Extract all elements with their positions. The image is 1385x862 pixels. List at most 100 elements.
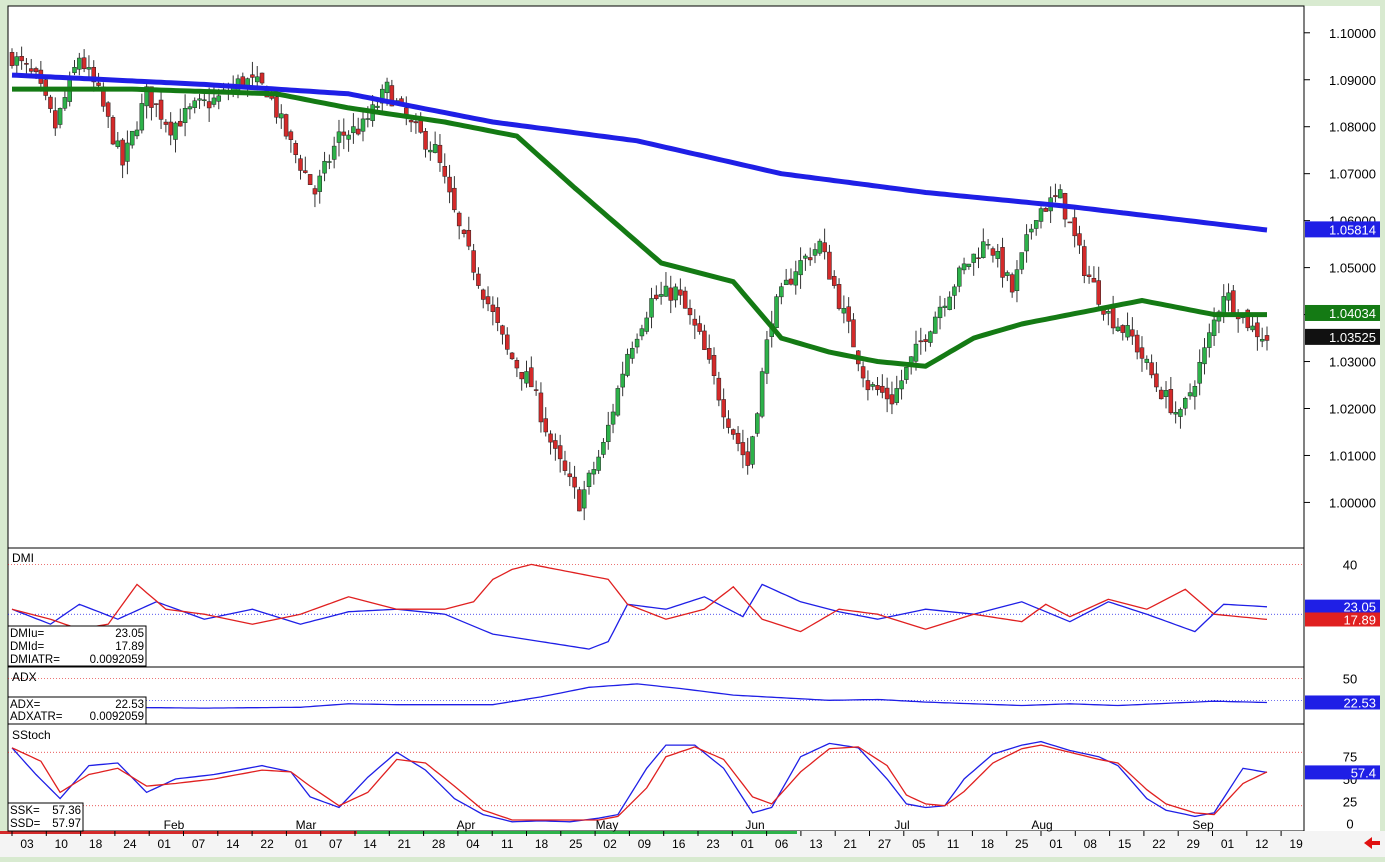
candle-down — [976, 257, 981, 259]
candle-down — [447, 176, 452, 193]
candle-down — [548, 433, 553, 443]
candle-down — [740, 442, 746, 456]
candle-up — [966, 263, 972, 267]
date-tick-label: 08 — [1084, 837, 1098, 851]
candle-up — [995, 250, 1000, 259]
candle-up — [1192, 386, 1198, 397]
candle-down — [1072, 217, 1077, 237]
candle-up — [331, 145, 337, 160]
month-label: Jul — [894, 818, 909, 832]
candle-down — [702, 330, 707, 350]
candle-down — [880, 385, 885, 393]
date-tick-label: 15 — [1118, 837, 1132, 851]
scroll-right-arrow-icon[interactable] — [1364, 837, 1380, 849]
candle-up — [1197, 361, 1202, 384]
price-tick-label: 1.07000 — [1329, 167, 1376, 182]
date-tick-label: 02 — [603, 837, 617, 851]
candle-up — [610, 411, 616, 425]
candle-down — [303, 170, 308, 173]
candle-up — [197, 98, 202, 101]
candle-up — [625, 353, 630, 376]
indicator-tag-label: 23.05 — [1343, 600, 1376, 615]
candle-down — [529, 367, 534, 388]
candle-up — [1187, 392, 1193, 397]
candle-down — [1009, 274, 1015, 293]
candle-up — [1029, 228, 1034, 233]
month-label: Aug — [1031, 818, 1052, 832]
candle-up — [1183, 398, 1188, 409]
date-tick-label: 06 — [775, 837, 789, 851]
candle-up — [1033, 220, 1039, 229]
candle-up — [1005, 272, 1010, 276]
date-tick-label: 25 — [1015, 837, 1029, 851]
candle-up — [812, 249, 818, 256]
candle-up — [649, 298, 654, 318]
candle-up — [351, 126, 356, 134]
indicator-tag-box — [1305, 695, 1380, 710]
dmiatr-value: 0.0092059 — [90, 654, 144, 666]
adx-value: 22.53 — [115, 699, 144, 711]
price-tag-box — [1305, 304, 1380, 321]
candle-down — [24, 63, 29, 65]
candle-up — [663, 285, 669, 297]
candle-up — [173, 122, 178, 140]
price-tag-box — [1305, 221, 1380, 238]
candle-up — [1115, 326, 1121, 331]
candle-down — [9, 52, 15, 66]
date-tick-label: 07 — [192, 837, 206, 851]
date-tick-label: 12 — [1255, 837, 1269, 851]
date-tick-label: 13 — [809, 837, 823, 851]
moving-average-mid-line — [12, 86, 1267, 369]
date-tick-label: 21 — [844, 837, 858, 851]
candle-down — [1130, 329, 1135, 337]
ssk-value: 57.36 — [52, 805, 81, 817]
candle-down — [19, 56, 24, 62]
candle-down — [206, 101, 212, 109]
month-label: Jun — [745, 818, 764, 832]
candle-down — [1000, 247, 1005, 278]
candle-up — [346, 134, 351, 140]
date-tick-label: 04 — [466, 837, 480, 851]
price-tag-box — [1305, 328, 1380, 345]
candle-up — [755, 413, 760, 434]
candle-down — [860, 366, 866, 379]
ssd-value: 57.97 — [52, 818, 81, 830]
stoch-readout-box: SSK= 57.36 SSD= 57.97 — [7, 802, 84, 832]
candle-down — [1168, 389, 1174, 414]
candle-up — [216, 95, 222, 102]
indicator-tick-label: 75 — [1343, 750, 1357, 765]
candle-up — [62, 97, 68, 109]
date-tick-label: 21 — [398, 837, 412, 851]
candle-down — [1067, 221, 1073, 224]
candle-up — [803, 255, 808, 259]
candle-up — [957, 267, 962, 287]
candle-down — [572, 476, 577, 488]
candle-down — [490, 304, 496, 312]
candle-up — [779, 286, 784, 298]
candle-up — [928, 331, 933, 343]
candle-up — [774, 296, 779, 328]
dmiatr-label: DMIATR= — [10, 654, 60, 666]
date-tick-label: 01 — [295, 837, 309, 851]
candle-up — [658, 294, 664, 297]
price-tick-label: 1.09000 — [1329, 73, 1376, 88]
candle-down — [697, 323, 702, 332]
candle-up — [932, 316, 938, 334]
indicator-tag-box — [1305, 599, 1380, 614]
candle-down — [461, 229, 467, 234]
date-tick-label: 29 — [1187, 837, 1201, 851]
candle-up — [182, 107, 188, 123]
date-tick-label: 11 — [501, 837, 514, 851]
candle-up — [942, 305, 948, 308]
candle-up — [279, 113, 284, 119]
candle-down — [505, 334, 510, 350]
candle-up — [360, 118, 366, 132]
series-line-dmid — [11, 563, 1268, 633]
date-tick-label: 07 — [329, 837, 343, 851]
price-tick-label: 1.02000 — [1329, 402, 1376, 417]
price-tick-label: 1.08000 — [1329, 120, 1376, 135]
candle-up — [947, 296, 952, 310]
candle-up — [1221, 296, 1226, 314]
candle-down — [687, 307, 693, 316]
